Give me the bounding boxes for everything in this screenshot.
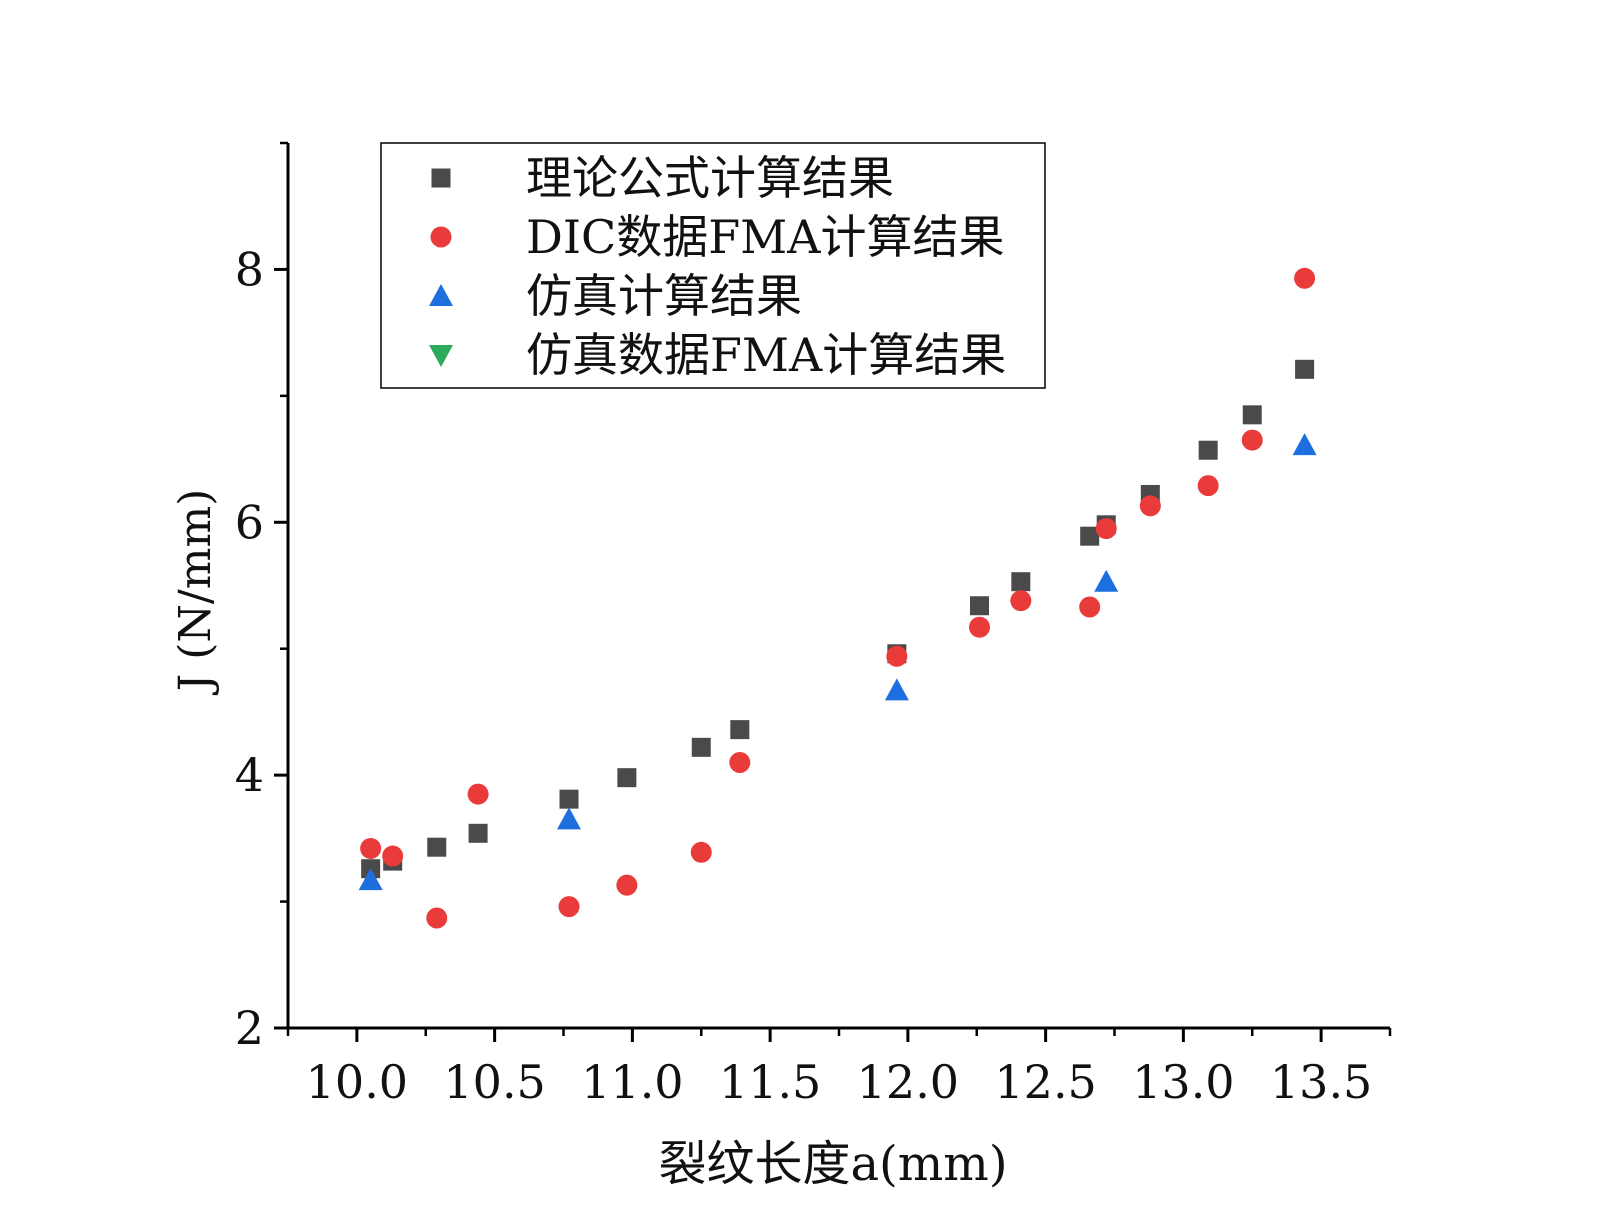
- data-point: [382, 845, 404, 867]
- data-point: [969, 616, 991, 638]
- data-point: [729, 752, 751, 773]
- legend-marker: [429, 345, 453, 367]
- data-point: [1294, 267, 1316, 289]
- data-point: [970, 596, 990, 616]
- series-0: [361, 359, 1315, 879]
- legend-label: DIC数据FMA计算结果: [526, 210, 1005, 264]
- data-point: [886, 645, 908, 667]
- x-tick-label: 10.5: [443, 1055, 545, 1109]
- data-point: [1295, 359, 1315, 379]
- legend-box: [380, 142, 1046, 389]
- x-tick-label: 11.5: [719, 1055, 821, 1109]
- x-tick-label: 13.0: [1132, 1055, 1234, 1109]
- legend-marker: [429, 284, 453, 306]
- legend-label: 仿真计算结果: [526, 269, 802, 323]
- data-point: [427, 837, 447, 857]
- data-point: [558, 896, 580, 918]
- x-tick-label: 13.5: [1270, 1055, 1372, 1109]
- data-point: [1139, 495, 1161, 517]
- data-point: [884, 678, 909, 701]
- y-tick-label: 6: [235, 495, 264, 549]
- data-point: [730, 720, 750, 740]
- data-point: [691, 737, 711, 757]
- data-point: [1242, 405, 1262, 425]
- legend-label: 理论公式计算结果: [526, 151, 894, 205]
- legend-marker: [430, 226, 452, 248]
- axes: 10.0 10.5 11.0 11.5 12.0 12.5 13.0 13.5 2 4 6 8: [235, 141, 1392, 1109]
- data-point: [468, 823, 488, 843]
- y-tick-label: 2: [235, 1001, 264, 1055]
- legend-label: 仿真数据FMA计算结果: [526, 328, 1006, 382]
- x-tick-label: 12.0: [857, 1055, 959, 1109]
- data-point: [690, 841, 712, 863]
- legend-marker: [431, 168, 451, 188]
- data-point: [616, 874, 638, 896]
- x-axis-title: 裂纹长度a(mm): [658, 1136, 1007, 1192]
- data-point: [1292, 433, 1317, 456]
- data-point: [1079, 596, 1101, 618]
- data-point: [1241, 429, 1263, 451]
- data-points: [358, 267, 1317, 929]
- y-tick-label: 4: [235, 748, 264, 802]
- data-point: [1198, 440, 1218, 460]
- data-point: [358, 868, 383, 891]
- data-point: [559, 789, 579, 809]
- series-1: [360, 267, 1316, 929]
- data-point: [426, 907, 448, 929]
- data-point: [1010, 590, 1032, 612]
- x-tick-label: 10.0: [306, 1055, 408, 1109]
- x-tick-label: 12.5: [994, 1055, 1096, 1109]
- data-point: [467, 783, 489, 805]
- data-point: [360, 837, 382, 859]
- data-point: [557, 807, 582, 830]
- series-2: [358, 433, 1317, 891]
- y-axis-title: J (N/mm): [170, 489, 221, 696]
- data-point: [1080, 526, 1100, 546]
- data-point: [1095, 518, 1117, 540]
- y-tick-label: 8: [235, 242, 264, 296]
- data-point: [617, 768, 637, 788]
- data-point: [1094, 569, 1119, 592]
- x-tick-label: 11.0: [581, 1055, 683, 1109]
- data-point: [1011, 572, 1031, 592]
- data-point: [1197, 475, 1219, 497]
